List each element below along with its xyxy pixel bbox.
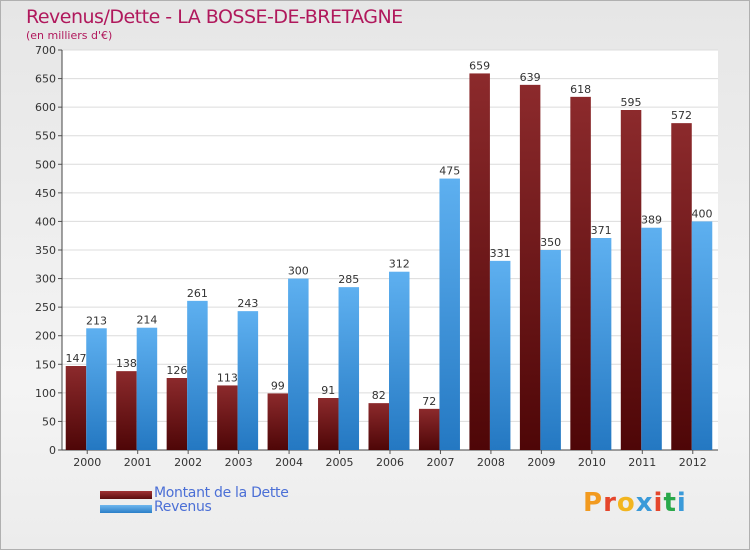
y-tick-label: 550 — [35, 130, 56, 143]
y-tick-label: 250 — [35, 301, 56, 314]
logo-letter: o — [616, 488, 636, 518]
legend-label-revenus: Revenus — [154, 499, 212, 515]
y-tick-label: 700 — [35, 44, 56, 57]
y-tick-label: 350 — [35, 244, 56, 257]
bar-revenus — [439, 178, 460, 451]
y-tick-label: 150 — [35, 358, 56, 371]
bar-dette — [519, 84, 541, 450]
bar-revenus — [540, 250, 561, 450]
data-label-revenus: 243 — [237, 297, 258, 310]
data-label-revenus: 400 — [692, 207, 713, 220]
bar-dette — [671, 123, 692, 451]
data-label-revenus: 312 — [389, 258, 410, 271]
x-tick-label: 2004 — [275, 456, 303, 469]
data-label-dette: 572 — [671, 109, 692, 122]
data-label-dette: 659 — [469, 59, 490, 72]
data-label-dette: 82 — [372, 389, 386, 402]
y-tick-label: 650 — [35, 73, 56, 86]
bar-dette — [469, 73, 490, 450]
x-tick-label: 2012 — [679, 456, 707, 469]
data-label-dette: 618 — [570, 83, 591, 96]
x-tick-label: 2001 — [124, 456, 152, 469]
x-tick-label: 2011 — [628, 456, 656, 469]
x-tick-label: 2005 — [326, 456, 354, 469]
bar-dette — [217, 385, 238, 450]
bar-revenus — [288, 278, 309, 450]
legend-swatch-revenus — [100, 505, 152, 513]
data-label-dette: 72 — [422, 395, 436, 408]
logo-letter: i — [676, 488, 687, 518]
chart-subtitle: (en milliers d'€) — [26, 29, 113, 42]
data-label-dette: 91 — [321, 384, 335, 397]
x-tick-label: 2007 — [426, 456, 454, 469]
data-label-dette: 147 — [65, 352, 86, 365]
data-label-revenus: 261 — [187, 287, 208, 300]
data-label-dette: 639 — [520, 71, 541, 84]
bar-revenus — [237, 311, 259, 450]
bar-revenus — [590, 238, 612, 450]
bar-dette — [116, 371, 137, 450]
data-label-revenus: 213 — [86, 314, 107, 327]
y-tick-label: 400 — [35, 215, 56, 228]
y-tick-label: 0 — [49, 444, 56, 457]
bar-dette — [368, 403, 389, 450]
y-tick-label: 500 — [35, 158, 56, 171]
bar-dette — [318, 398, 339, 450]
data-label-revenus: 285 — [338, 273, 359, 286]
data-label-dette: 138 — [116, 357, 137, 370]
data-label-revenus: 300 — [288, 265, 309, 278]
data-label-dette: 595 — [621, 96, 642, 109]
legend-label-dette: Montant de la Dette — [154, 485, 289, 501]
x-tick-label: 2008 — [477, 456, 505, 469]
bar-revenus — [691, 221, 713, 450]
proxiti-logo: Proxiti — [583, 488, 687, 518]
x-tick-label: 2003 — [225, 456, 253, 469]
y-tick-label: 600 — [35, 101, 56, 114]
bar-revenus — [641, 227, 662, 450]
data-label-dette: 126 — [166, 364, 187, 377]
x-tick-label: 2009 — [527, 456, 555, 469]
logo-letter: P — [583, 488, 604, 518]
x-tick-label: 2010 — [578, 456, 606, 469]
bar-revenus — [136, 327, 158, 450]
logo-letter: t — [663, 488, 677, 518]
bar-dette — [267, 393, 289, 450]
bar-revenus — [389, 271, 410, 450]
bar-revenus — [338, 287, 360, 450]
x-tick-label: 2006 — [376, 456, 404, 469]
chart-title: Revenus/Dette - LA BOSSE-DE-BRETAGNE — [26, 6, 403, 28]
data-label-revenus: 331 — [490, 247, 511, 260]
data-label-revenus: 475 — [439, 165, 460, 178]
data-label-revenus: 389 — [641, 214, 662, 227]
logo-letter: x — [635, 488, 654, 518]
data-label-dette: 99 — [271, 379, 285, 392]
data-label-revenus: 350 — [540, 236, 561, 249]
y-tick-label: 50 — [42, 415, 56, 428]
bar-dette — [570, 96, 591, 450]
bar-dette — [65, 366, 87, 450]
y-tick-label: 450 — [35, 187, 56, 200]
y-tick-label: 100 — [35, 387, 56, 400]
bar-dette — [620, 110, 642, 450]
bar-dette — [166, 378, 188, 450]
bar-dette — [418, 408, 440, 450]
logo-letter: i — [653, 488, 664, 518]
y-tick-label: 200 — [35, 330, 56, 343]
logo-letter: r — [603, 488, 617, 518]
x-tick-label: 2002 — [174, 456, 202, 469]
data-label-dette: 113 — [217, 371, 238, 384]
data-label-revenus: 371 — [591, 224, 612, 237]
bar-revenus — [86, 328, 107, 450]
legend-swatch-dette — [100, 491, 152, 499]
bar-revenus — [489, 260, 511, 450]
x-tick-label: 2000 — [73, 456, 101, 469]
bar-revenus — [187, 300, 208, 450]
data-label-revenus: 214 — [136, 314, 157, 327]
y-tick-label: 300 — [35, 273, 56, 286]
